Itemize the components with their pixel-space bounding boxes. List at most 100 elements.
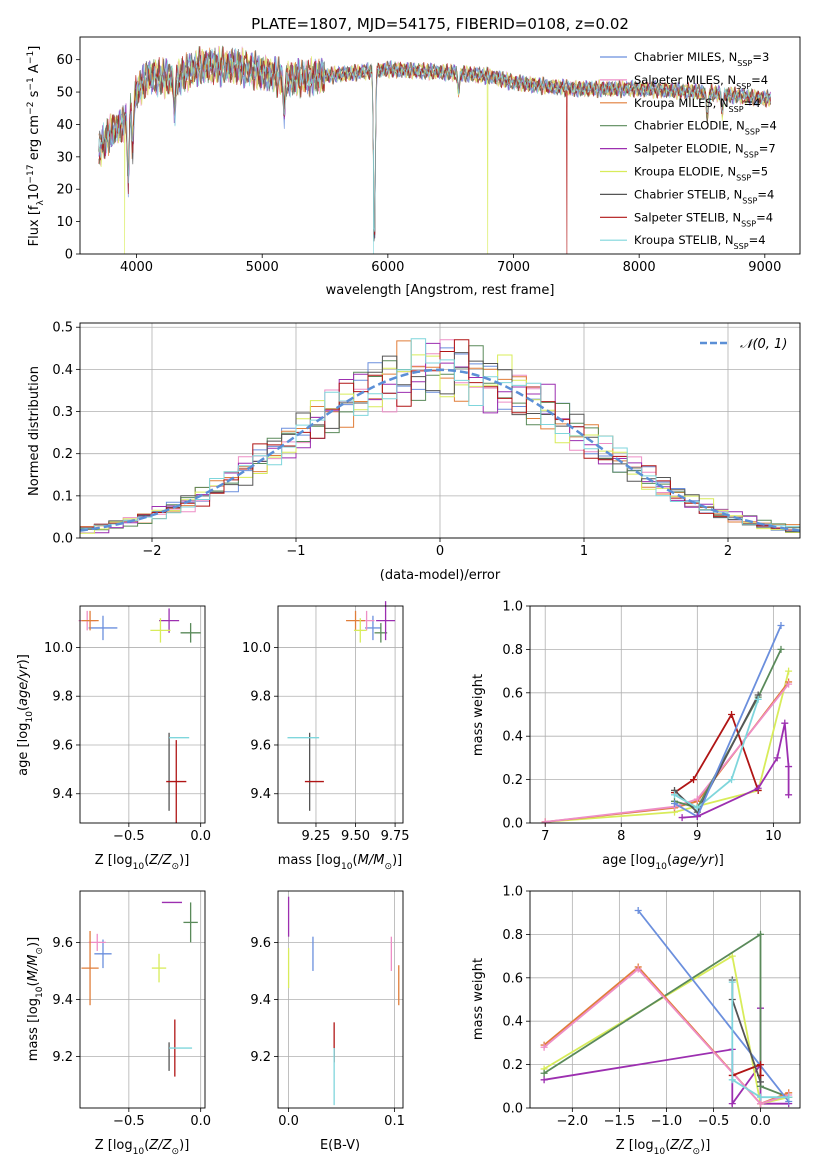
label-part: 10 — [654, 1147, 666, 1157]
x-axis-label: Z [log10(Z/Z⊙)] — [95, 853, 190, 872]
spectrum-line — [98, 47, 771, 242]
label-part: ] — [27, 46, 42, 51]
massweight-vs-metallicity-plot: −2.0 −1.5 −1.0 −0.5 0.0 0.0 0.2 0.4 0.6 0.8 1.0 Z [… — [471, 885, 801, 1157]
data-layer — [287, 601, 396, 811]
label-part: λ — [36, 200, 46, 206]
label-part: Flux [f — [27, 205, 42, 246]
errorbar-point — [353, 618, 367, 643]
series-marker — [754, 695, 762, 703]
series-marker — [756, 1093, 764, 1101]
label-part: Z [log — [95, 853, 133, 868]
series-marker — [728, 978, 736, 986]
label-part: =5 — [751, 165, 768, 179]
errorbar-point — [94, 939, 112, 969]
x-axis-label: Z [log10(Z/Z⊙)] — [95, 1138, 190, 1157]
label-part: age [log — [16, 723, 31, 776]
y-tick-label: 20 — [56, 183, 73, 198]
x-tick-label: 6000 — [371, 260, 404, 275]
y-tick-label: 9.6 — [52, 738, 73, 753]
y-tick-label: 0.4 — [52, 363, 73, 378]
series-marker — [634, 907, 642, 915]
legend-label: Salpeter ELODIE, NSSP=7 — [634, 142, 776, 160]
y-tick-label: 0.1 — [52, 489, 73, 504]
label-part: =4 — [757, 187, 774, 201]
x-tick-label: 7 — [541, 829, 549, 844]
y-tick-label: 9.6 — [52, 936, 73, 951]
label-part: −2 — [26, 102, 36, 115]
y-tick-label: 9.6 — [250, 936, 271, 951]
series-marker — [690, 776, 698, 784]
series-marker — [756, 1061, 764, 1069]
label-part: ( — [144, 853, 149, 868]
series-marker — [728, 952, 736, 960]
series-marker — [754, 784, 762, 792]
label-part: )] — [16, 654, 31, 664]
series-marker — [773, 754, 781, 762]
x-tick-label: 0.0 — [190, 1114, 211, 1129]
label-part: =4 — [749, 233, 766, 247]
plot-content — [78, 606, 205, 823]
data-layer — [287, 896, 400, 1106]
legend-label: Kroupa STELIB, NSSP=4 — [634, 233, 766, 251]
series-marker — [756, 1100, 764, 1108]
y-tick-label: 9.4 — [52, 787, 73, 802]
errorbar-point — [159, 608, 180, 633]
y-tick-label: 0.6 — [502, 971, 523, 986]
series-marker — [756, 1078, 764, 1086]
data-layer — [540, 907, 793, 1108]
plot-content — [278, 891, 403, 1108]
x-tick-label: 8000 — [623, 260, 656, 275]
series-marker — [693, 795, 701, 803]
x-axis-label: age [log10(age/yr)] — [602, 853, 724, 872]
series-marker — [693, 812, 701, 820]
x-axis-label: E(B-V) — [320, 1138, 360, 1153]
label-part: Chabrier MILES, N — [634, 50, 737, 64]
label-part: age/yr — [16, 663, 31, 706]
legend-label: Salpeter MILES, NSSP=4 — [634, 73, 768, 91]
y-axis-label: mass weight — [471, 674, 486, 756]
y-tick-label: 10 — [56, 215, 73, 230]
label-part: ( — [353, 853, 358, 868]
label-part: 10 — [341, 862, 353, 872]
x-tick-label: −0.5 — [698, 1114, 730, 1129]
x-tick-label: 2 — [724, 544, 732, 559]
x-tick-label: 9000 — [748, 260, 781, 275]
label-part: Z [log — [616, 1138, 654, 1153]
label-part: age [log — [602, 853, 655, 868]
y-tick-label: 0.2 — [52, 447, 73, 462]
y-axis-label: Flux [fλ10−17 erg cm−2 s−1 A−1] — [26, 46, 46, 247]
label-part: Z/Z — [669, 1138, 693, 1153]
x-tick-label: −0.5 — [113, 1114, 145, 1129]
label-part: s — [27, 90, 42, 101]
data-layer — [81, 901, 198, 1077]
label-part: )] — [26, 937, 41, 947]
errorbar-point — [365, 615, 381, 641]
y-tick-label: 0.2 — [502, 773, 523, 788]
y-tick-label: 0.0 — [502, 1102, 523, 1117]
legend-label: Chabrier MILES, NSSP=3 — [634, 50, 769, 68]
x-tick-label: 9 — [693, 829, 701, 844]
errorbar-point — [150, 618, 171, 643]
x-tick-label: 0 — [436, 544, 444, 559]
x-axis-label: mass [log10(M/M⊙)] — [278, 853, 402, 872]
y-tick-label: 0.5 — [52, 321, 73, 336]
label-part: erg cm — [27, 115, 42, 164]
y-tick-label: 0.4 — [502, 730, 523, 745]
series-line — [674, 699, 760, 809]
series-line — [545, 683, 790, 823]
label-part: Salpeter MILES, N — [634, 73, 736, 87]
y-tick-label: 9.4 — [250, 787, 271, 802]
y-axis-label: Normed distribution — [27, 366, 42, 496]
label-part: SSP — [741, 219, 756, 228]
series-marker — [678, 814, 686, 822]
label-part: SSP — [736, 173, 751, 182]
label-part: )] — [179, 853, 189, 868]
y-tick-label: 0 — [65, 248, 73, 263]
y-tick-label: 40 — [56, 118, 73, 133]
errorbar-point — [166, 740, 187, 823]
data-layer — [98, 45, 771, 255]
label-part: M/M — [26, 955, 41, 982]
label-part: =7 — [759, 142, 776, 156]
